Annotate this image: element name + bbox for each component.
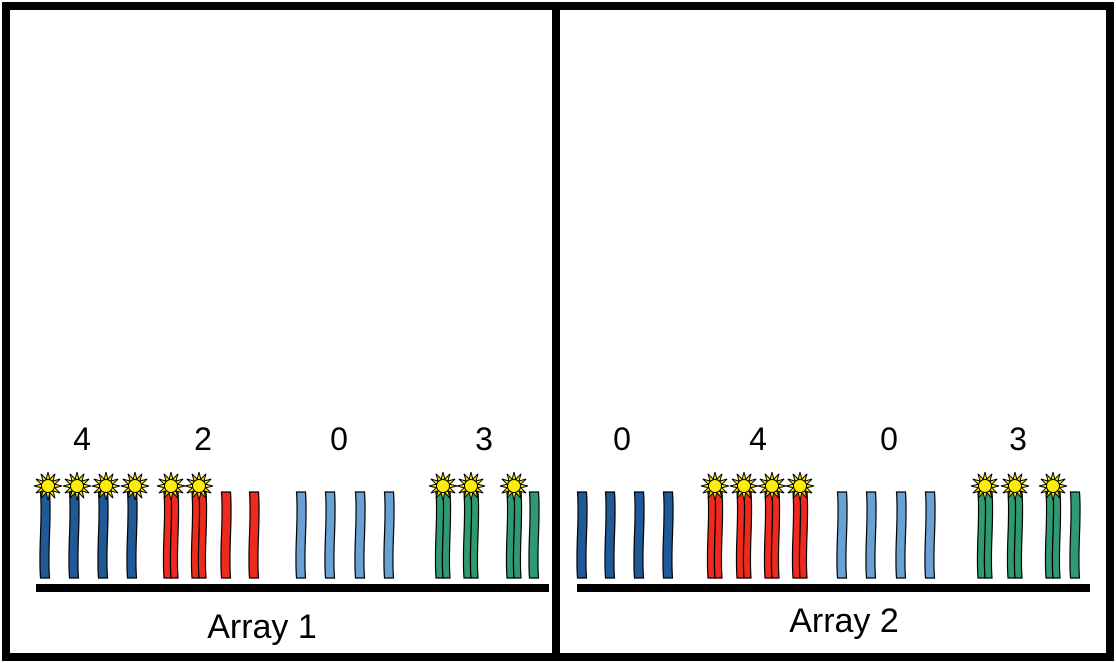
red-strand-group: [156, 471, 260, 579]
dna-strand: [604, 491, 616, 579]
dna-strand: [68, 491, 80, 579]
array-2-count-label: 0: [880, 421, 898, 457]
fluorescent-star-icon: [499, 471, 529, 501]
panel-array-2: 0 4 0 3 Array 2: [576, 421, 1090, 640]
dna-strand: [248, 491, 260, 579]
dna-strand: [1006, 491, 1024, 579]
fluorescent-star-icon: [700, 471, 730, 501]
fluorescent-star-icon: [785, 471, 815, 501]
dna-strand: [662, 491, 674, 579]
array-2-count-label: 4: [749, 421, 767, 457]
panel-array-1: 4 2 0 3 Array 1: [33, 421, 549, 646]
array-1-count-label: 2: [194, 421, 212, 457]
fluorescent-star-icon: [91, 471, 121, 501]
fluorescent-star-icon: [120, 471, 150, 501]
dna-strand: [462, 491, 480, 579]
fluorescent-star-icon: [970, 471, 1000, 501]
dna-strand: [924, 491, 936, 579]
fluorescent-star-icon: [757, 471, 787, 501]
green-strand-group: [428, 471, 540, 579]
dna-strand: [528, 491, 540, 579]
dna-strand: [1044, 491, 1062, 579]
dna-strand: [162, 491, 180, 579]
dna-strand: [763, 491, 781, 579]
dna-strand: [865, 491, 877, 579]
fluorescent-star-icon: [456, 471, 486, 501]
dna-strand: [836, 491, 848, 579]
dna-strand: [126, 491, 138, 579]
array-1-strands: [33, 471, 540, 579]
dna-strand: [220, 491, 232, 579]
fluorescent-star-icon: [1000, 471, 1030, 501]
fluorescent-star-icon: [33, 471, 63, 501]
dna-strand: [383, 491, 395, 579]
fluorescent-star-icon: [428, 471, 458, 501]
dna-strand: [706, 491, 724, 579]
dna-strand: [97, 491, 109, 579]
dna-strand: [324, 491, 336, 579]
array-1-counts: 4 2 0 3: [73, 421, 493, 457]
fluorescent-star-icon: [729, 471, 759, 501]
array-2-count-label: 3: [1009, 421, 1027, 457]
array-2-baseline: [577, 584, 1090, 592]
array-1-count-label: 3: [475, 421, 493, 457]
array-1-label: Array 1: [207, 608, 317, 646]
fluorescent-star-icon: [184, 471, 214, 501]
dna-strand: [791, 491, 809, 579]
dna-strand: [354, 491, 366, 579]
dna-strand: [1069, 491, 1081, 579]
array-2-count-label: 0: [613, 421, 631, 457]
dna-strand: [576, 491, 588, 579]
array-2-counts: 0 4 0 3: [613, 421, 1027, 457]
fluorescent-star-icon: [62, 471, 92, 501]
dna-strand: [295, 491, 307, 579]
array-2-strands: [576, 471, 1081, 579]
dna-strand: [735, 491, 753, 579]
dna-strand: [895, 491, 907, 579]
dna-strand: [434, 491, 452, 579]
dna-strand: [976, 491, 994, 579]
array-2-label: Array 2: [789, 602, 899, 640]
dna-strand: [633, 491, 645, 579]
array-1-count-label: 0: [330, 421, 348, 457]
dna-strand: [39, 491, 51, 579]
fluorescent-star-icon: [156, 471, 186, 501]
dna-strand: [505, 491, 523, 579]
light-blue-strand-group: [836, 491, 936, 579]
array-1-count-label: 4: [73, 421, 91, 457]
dark-blue-strand-group: [33, 471, 150, 579]
green-strand-group: [970, 471, 1081, 579]
light-blue-strand-group: [295, 491, 395, 579]
array-1-baseline: [36, 584, 549, 592]
red-strand-group: [700, 471, 815, 579]
fluorescent-star-icon: [1038, 471, 1068, 501]
dna-strand: [190, 491, 208, 579]
dark-blue-strand-group: [576, 491, 674, 579]
